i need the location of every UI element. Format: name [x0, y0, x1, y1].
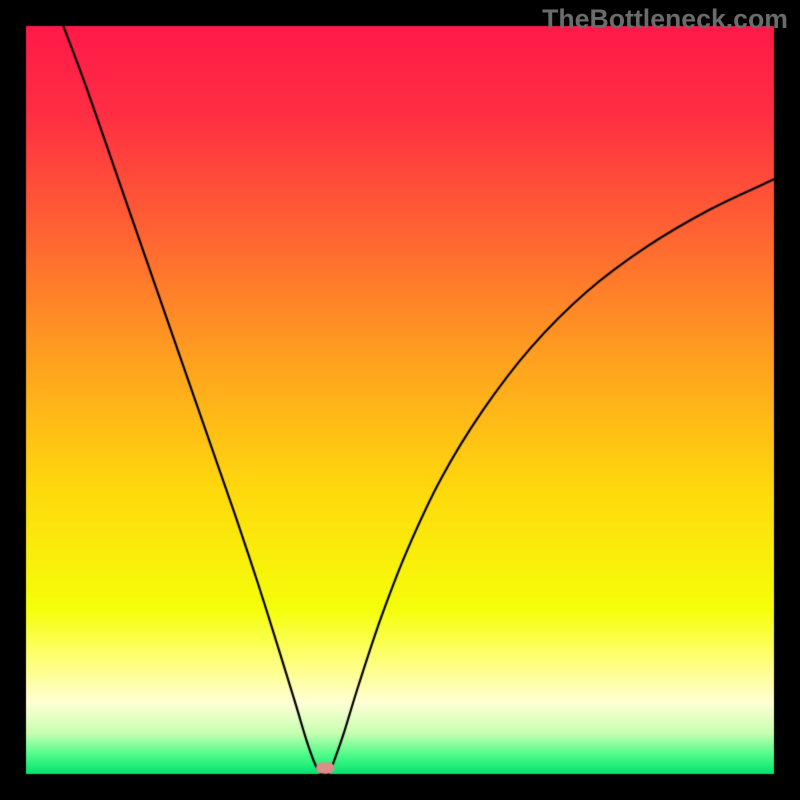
bottleneck-chart: TheBottleneck.com — [0, 0, 800, 800]
gradient-plot-canvas — [0, 0, 800, 800]
